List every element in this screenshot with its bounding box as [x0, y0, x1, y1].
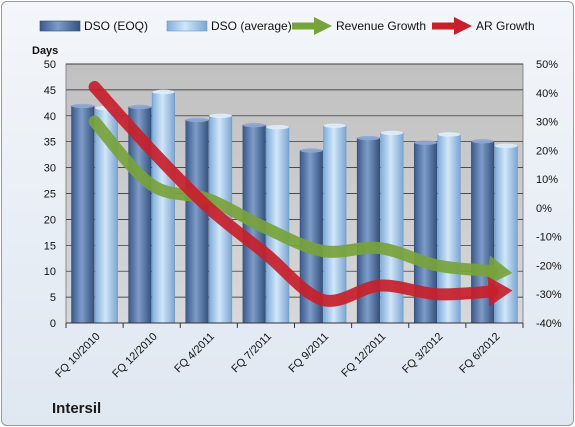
y-right-tick-label: -30% [536, 289, 562, 301]
bar-cap [209, 113, 232, 119]
y-left-tick-label: 45 [44, 85, 56, 97]
line-ar-growth [88, 81, 499, 307]
y-right-tick-label: 10% [536, 174, 558, 186]
y-left-tick-label: 20 [44, 214, 56, 226]
bar-cap [323, 123, 347, 128]
legend-swatch-dso-average [166, 20, 208, 32]
legend-label-dso-average: DSO (average) [211, 19, 292, 33]
bar-dso-average [380, 132, 404, 324]
y-right-tick-label: 40% [536, 88, 558, 100]
bar-dso-eoq [185, 119, 209, 324]
y-left-tick-label: 25 [44, 189, 56, 201]
bar-cap [128, 104, 152, 110]
legend-label-ar-growth: AR Growth [476, 19, 535, 33]
y-right-tick-label: 30% [536, 117, 558, 129]
x-tick-label: FQ 7/2011 [229, 331, 274, 376]
bar-dso-eoq [71, 105, 95, 324]
arrowhead-ar-growth [487, 276, 513, 307]
y-left-tick-label: 10 [44, 266, 56, 278]
x-tick-label: FQ 3/2012 [400, 331, 445, 376]
x-tick-label: FQ 4/2011 [172, 331, 217, 376]
bar-cap [300, 148, 323, 153]
y-right-tick-label: -10% [536, 232, 562, 244]
x-tick-label: FQ 9/2011 [287, 331, 332, 376]
y-left-tick-label: 50 [44, 59, 56, 71]
bar-cap [185, 117, 209, 123]
y-left-tick-label: 35 [44, 137, 56, 149]
legend-label-revenue-growth: Revenue Growth [336, 19, 426, 33]
line-revenue-growth [88, 115, 499, 277]
legend-label-dso-eoq: DSO (EOQ) [84, 19, 148, 33]
bar-cap [437, 132, 461, 137]
company-name: Intersil [52, 400, 102, 417]
y-right-tick-label: -40% [536, 318, 562, 330]
bar-cap [380, 130, 404, 136]
bar-cap [357, 135, 380, 141]
bar-cap [71, 103, 95, 109]
x-tick-label: FQ 12/2011 [339, 331, 388, 380]
x-tick-label: FQ 12/2010 [110, 331, 160, 381]
y-right-tick-label: 0% [536, 203, 552, 215]
bar-cap [414, 140, 437, 145]
y-right-tick-label: -20% [536, 260, 562, 272]
y-right-tick-label: 50% [536, 59, 558, 71]
plot-area: 0 5 10 15 20 25 30 35 40 45 50 -40% -30% -20% -10% 0% 10… [44, 59, 562, 380]
bar-cap [242, 122, 266, 128]
x-tick-label: FQ 6/2012 [457, 331, 502, 376]
y-right-tick-label: 20% [536, 145, 558, 157]
bar-cap [266, 124, 289, 130]
bar-cap [494, 143, 518, 149]
legend-arrow-revenue-growth [314, 17, 332, 35]
y-left-tick-label: 30 [44, 163, 56, 175]
y-left-tick-label: 15 [44, 240, 56, 252]
y-left-tick-label: 5 [50, 292, 56, 304]
y-axis-label: Days [32, 45, 58, 57]
arrowhead-revenue-growth [486, 255, 513, 286]
bar-cap [471, 138, 494, 144]
legend: DSO (EOQ) DSO (average) Revenue Growth AR G… [39, 17, 535, 35]
legend-swatch-dso-eoq [39, 20, 81, 32]
y-left-tick-label: 40 [44, 111, 56, 123]
y-left-tick-label: 0 [50, 318, 56, 330]
legend-arrow-ar-growth [454, 17, 472, 35]
bar-dso-average [151, 91, 175, 324]
bar-cap [152, 89, 175, 95]
x-tick-label: FQ 10/2010 [53, 331, 103, 381]
